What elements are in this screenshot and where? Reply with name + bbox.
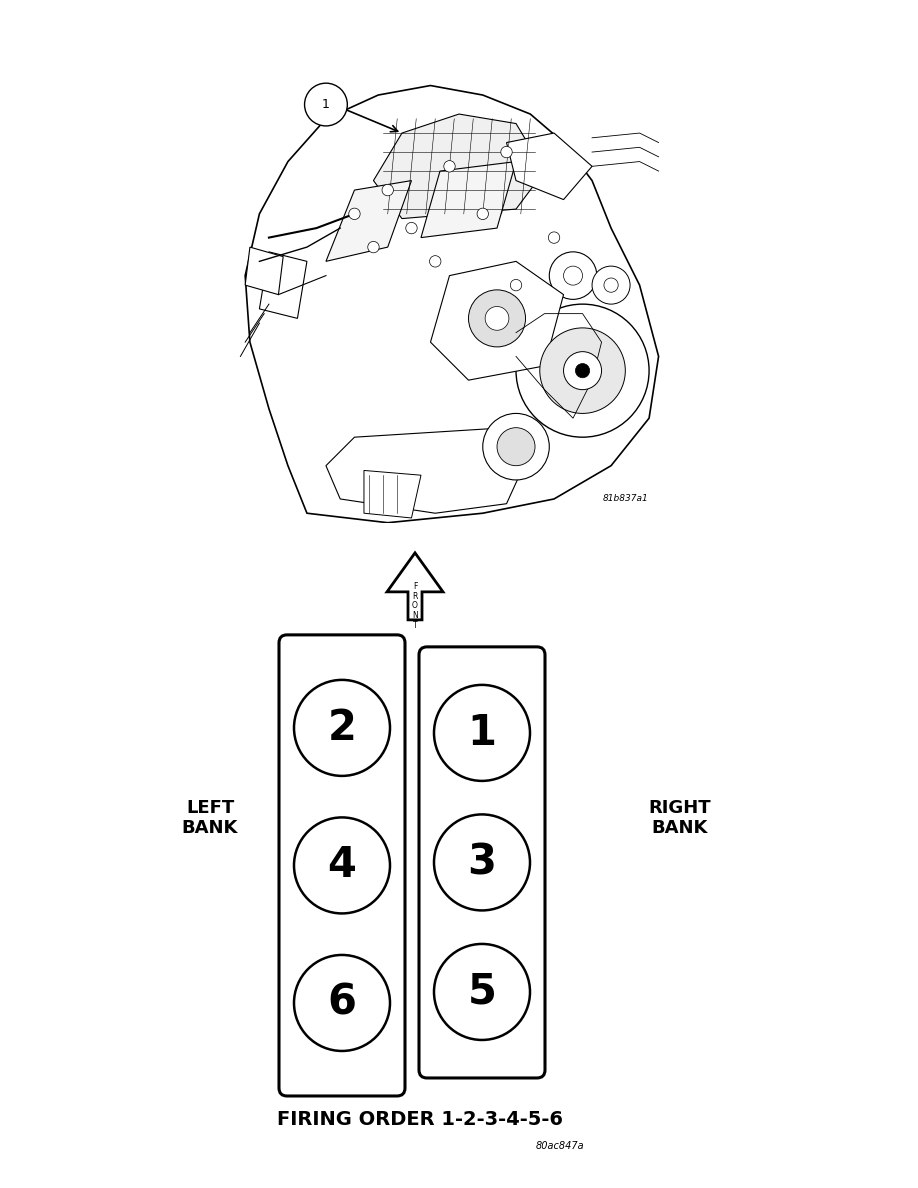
Text: FIRING ORDER 1-2-3-4-5-6: FIRING ORDER 1-2-3-4-5-6 bbox=[277, 1111, 563, 1130]
Circle shape bbox=[443, 160, 455, 172]
Circle shape bbox=[368, 241, 379, 253]
Text: 3: 3 bbox=[467, 841, 497, 884]
Polygon shape bbox=[245, 86, 658, 523]
Circle shape bbox=[430, 255, 441, 267]
Circle shape bbox=[576, 364, 589, 378]
Circle shape bbox=[477, 208, 488, 220]
Polygon shape bbox=[326, 428, 531, 513]
Text: 1: 1 bbox=[322, 99, 330, 110]
Circle shape bbox=[564, 352, 601, 390]
Polygon shape bbox=[245, 247, 283, 295]
Polygon shape bbox=[507, 133, 592, 200]
Circle shape bbox=[549, 252, 597, 299]
Circle shape bbox=[349, 208, 360, 220]
Circle shape bbox=[294, 680, 390, 776]
Circle shape bbox=[540, 328, 625, 413]
Circle shape bbox=[548, 232, 560, 244]
Text: 81b837a1: 81b837a1 bbox=[602, 494, 648, 504]
Circle shape bbox=[434, 684, 530, 781]
Circle shape bbox=[294, 817, 390, 914]
Text: 2: 2 bbox=[328, 707, 356, 748]
Polygon shape bbox=[387, 552, 443, 620]
Circle shape bbox=[516, 304, 649, 437]
Text: LEFT
BANK: LEFT BANK bbox=[182, 798, 238, 838]
Text: 1: 1 bbox=[467, 712, 497, 754]
Circle shape bbox=[406, 222, 417, 234]
Polygon shape bbox=[431, 261, 564, 380]
Circle shape bbox=[294, 955, 390, 1051]
Text: 4: 4 bbox=[328, 845, 356, 886]
Polygon shape bbox=[326, 181, 411, 261]
Circle shape bbox=[468, 290, 525, 347]
FancyBboxPatch shape bbox=[279, 634, 405, 1097]
Polygon shape bbox=[260, 252, 307, 318]
Circle shape bbox=[497, 428, 535, 466]
Text: 5: 5 bbox=[467, 971, 497, 1013]
Polygon shape bbox=[421, 162, 516, 238]
Circle shape bbox=[501, 146, 512, 158]
Circle shape bbox=[592, 266, 630, 304]
Text: 80ac847a: 80ac847a bbox=[536, 1140, 585, 1151]
Circle shape bbox=[434, 944, 530, 1040]
Text: RIGHT
BANK: RIGHT BANK bbox=[649, 798, 711, 838]
Circle shape bbox=[382, 184, 394, 196]
Text: F
R
O
N
T: F R O N T bbox=[412, 582, 418, 630]
Text: 6: 6 bbox=[328, 982, 356, 1024]
Circle shape bbox=[483, 413, 549, 480]
FancyBboxPatch shape bbox=[419, 647, 545, 1078]
Circle shape bbox=[510, 279, 521, 291]
Circle shape bbox=[434, 815, 530, 910]
Polygon shape bbox=[374, 114, 544, 219]
Circle shape bbox=[305, 83, 347, 126]
Polygon shape bbox=[364, 470, 421, 518]
Circle shape bbox=[485, 307, 509, 330]
